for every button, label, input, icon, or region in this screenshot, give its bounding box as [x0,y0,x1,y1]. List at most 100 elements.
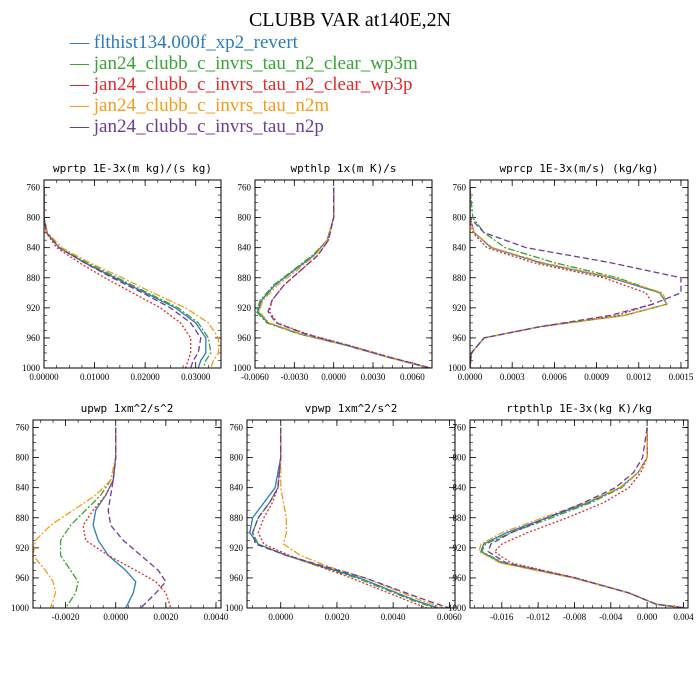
y-tick-label: 880 [16,513,30,523]
panel-title: wprtp 1E-3x(m kg)/(s kg) [53,162,212,175]
panel: wprcp 1E-3x(m/s) (kg/kg) 0.0000 0.0003 0.00… [448,162,694,382]
y-tick-label: 920 [238,303,252,313]
legend-item: — jan24_clubb_c_invrs_tau_n2_clear_wp3p [69,74,412,95]
series-line [257,427,428,608]
legend-label: jan24_clubb_c_invrs_tau_n2_clear_wp3m [93,53,418,74]
panel-title: vpwp 1xm^2/s^2 [305,402,398,415]
y-tick-label: 880 [238,273,252,283]
legend-item: — jan24_clubb_c_invrs_tau_n2m [69,95,329,116]
y-tick-label: 880 [453,273,467,283]
x-tick-label: 0.0000 [321,372,346,382]
y-tick-label: 1000 [11,603,30,613]
x-tick-label: 0.0020 [153,612,178,622]
x-tick-label: 0.0020 [325,612,350,622]
y-tick-label: 960 [453,333,467,343]
panel-title: upwp 1xm^2/s^2 [81,402,174,415]
panel: vpwp 1xm^2/s^2 0.0000 0.0020 0.0040 0.0060 76… [225,402,462,622]
y-tick-label: 760 [230,423,244,433]
y-tick-label: 800 [238,213,252,223]
series-line [470,187,668,368]
legend-item: — jan24_clubb_c_invrs_tau_n2_clear_wp3m [69,53,418,74]
y-tick-label: 760 [16,423,30,433]
y-tick-label: 1000 [225,603,244,613]
x-tick-label: 0.0040 [381,612,406,622]
figure-title: CLUBB VAR at140E,2N [249,9,451,31]
series-line [59,427,117,608]
y-tick-label: 1000 [448,603,467,613]
series-line [487,427,686,608]
series-line [44,187,220,368]
x-tick-label: 0.000 [637,612,658,622]
series-line [249,427,439,608]
panel-title: wprcp 1E-3x(m/s) (kg/kg) [500,162,659,175]
x-tick-label: 0.0000 [103,612,128,622]
legend-symbol: — [69,95,94,116]
y-tick-label: 960 [238,333,252,343]
legend-label: jan24_clubb_c_invrs_tau_n2_clear_wp3p [93,74,413,95]
series-line [251,427,450,608]
y-tick-label: 960 [453,573,467,583]
series-line [470,187,654,368]
y-tick-label: 800 [27,213,41,223]
y-tick-label: 800 [16,453,30,463]
plot-frame [32,419,222,609]
panel: wpthlp 1x(m K)/s -0.0060 -0.0030 0.0000 0.00… [233,162,433,382]
x-tick-label: 0.0006 [542,372,567,382]
y-tick-label: 840 [453,243,467,253]
legend-label: flthist134.000f_xp2_revert [94,32,299,53]
plot-frame [469,419,689,609]
y-tick-label: 880 [230,513,244,523]
y-tick-label: 920 [453,543,467,553]
x-tick-label: 0.00000 [29,372,59,382]
y-tick-label: 920 [27,303,41,313]
series-line [92,427,137,608]
y-tick-label: 960 [16,573,30,583]
y-tick-label: 840 [27,243,41,253]
y-tick-label: 840 [16,483,30,493]
y-tick-label: 800 [453,453,467,463]
y-tick-label: 880 [453,513,467,523]
panel: wprtp 1E-3x(m kg)/(s kg) 0.00000 0.01000 0.… [22,162,222,382]
series-line [255,187,430,368]
series-line [280,427,444,608]
legend-item: — jan24_clubb_c_invrs_tau_n2p [69,116,324,137]
x-tick-label: 0.0060 [400,372,425,382]
x-tick-label: -0.0060 [241,372,269,382]
y-tick-label: 920 [453,303,467,313]
series-line [256,187,430,368]
series-line [44,187,202,368]
series-line [44,187,207,368]
x-tick-label: 0.0040 [204,612,229,622]
x-tick-label: 0.0012 [626,372,651,382]
panel-title: wpthlp 1x(m K)/s [291,162,397,175]
legend-label: jan24_clubb_c_invrs_tau_n2m [93,95,330,116]
x-tick-label: 0.0003 [500,372,525,382]
y-tick-label: 760 [453,183,467,193]
series-line [251,427,436,608]
panel: rtpthlp 1E-3x(kg K)/kg -0.016 -0.012 -0.008… [448,402,694,622]
x-tick-label: 0.0030 [361,372,386,382]
x-tick-label: 0.02000 [131,372,161,382]
x-tick-label: 0.004 [673,612,694,622]
y-tick-label: 1000 [448,363,467,373]
y-tick-label: 960 [27,333,41,343]
x-tick-label: 0.0000 [458,372,483,382]
legend-symbol: — [69,74,94,95]
x-tick-label: 0.0000 [268,612,293,622]
series-line [470,187,668,368]
x-tick-label: -0.012 [527,612,550,622]
series-line [478,427,686,608]
y-tick-label: 840 [230,483,244,493]
y-tick-label: 1000 [233,363,252,373]
panel: upwp 1xm^2/s^2 -0.0020 0.0000 0.0020 0.0040 7… [11,402,229,622]
series-line [470,187,682,368]
y-tick-label: 760 [27,183,41,193]
y-tick-label: 1000 [22,363,41,373]
x-tick-label: -0.0030 [280,372,308,382]
series-line [267,187,431,368]
plot-frame [469,179,689,369]
x-tick-label: 0.0060 [437,612,462,622]
x-tick-label: 0.0009 [584,372,609,382]
y-tick-label: 760 [453,423,467,433]
